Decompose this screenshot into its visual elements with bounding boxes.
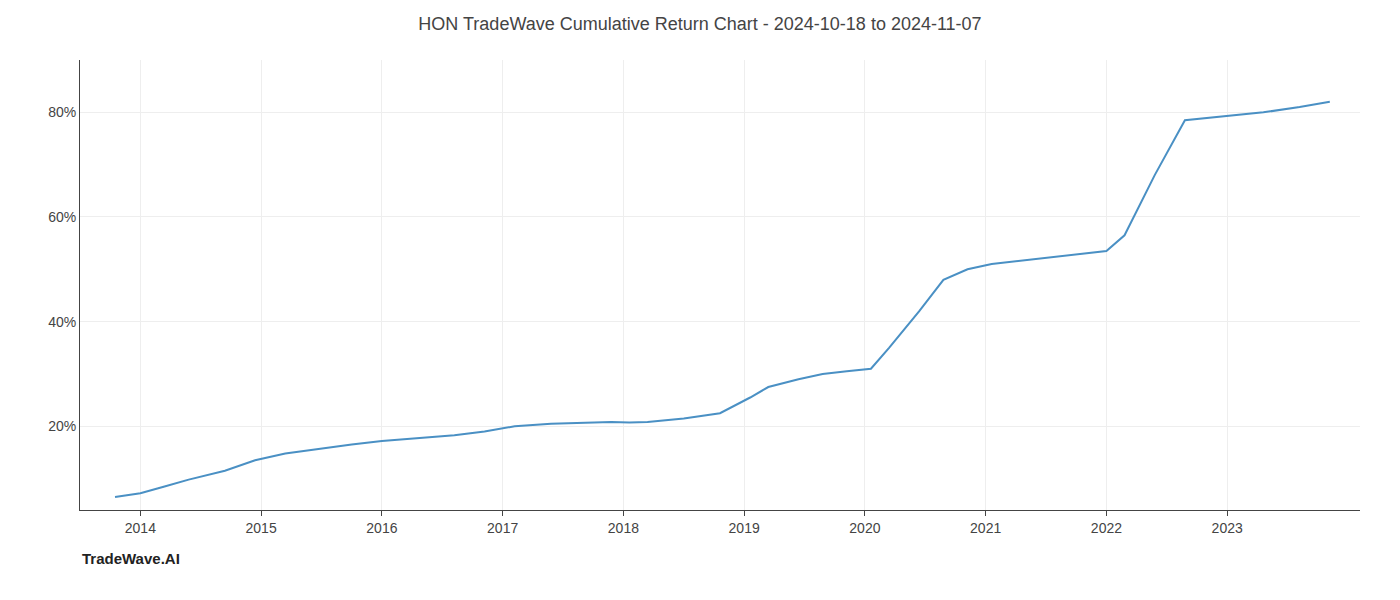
svg-text:2016: 2016 [366,520,397,536]
svg-text:2014: 2014 [125,520,156,536]
svg-text:2020: 2020 [849,520,880,536]
svg-text:2023: 2023 [1212,520,1243,536]
svg-text:2019: 2019 [729,520,760,536]
svg-text:2015: 2015 [246,520,277,536]
svg-text:2018: 2018 [608,520,639,536]
svg-text:TradeWave.AI: TradeWave.AI [82,550,180,567]
svg-text:2022: 2022 [1091,520,1122,536]
svg-text:60%: 60% [48,209,76,225]
svg-text:40%: 40% [48,314,76,330]
svg-text:20%: 20% [48,418,76,434]
svg-text:HON TradeWave Cumulative Retur: HON TradeWave Cumulative Return Chart - … [418,14,981,34]
svg-text:2021: 2021 [970,520,1001,536]
svg-text:2017: 2017 [487,520,518,536]
svg-text:80%: 80% [48,104,76,120]
